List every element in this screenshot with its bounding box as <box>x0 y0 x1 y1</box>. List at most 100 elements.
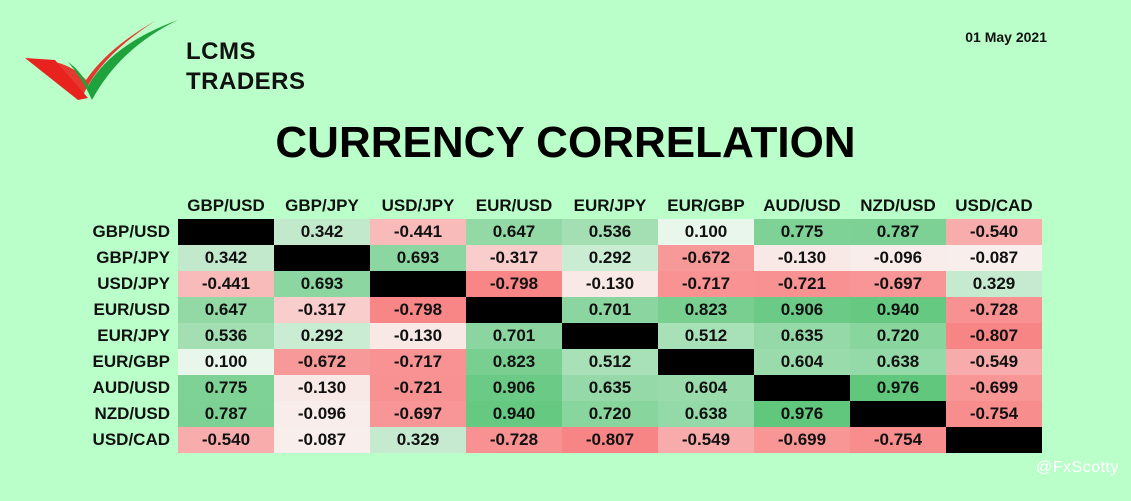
col-header-aud-usd: AUD/USD <box>763 196 841 215</box>
col-header-nzd-usd: NZD/USD <box>860 196 936 215</box>
row-header-usd-cad: USD/CAD <box>92 430 170 449</box>
diagonal-cell <box>946 427 1042 453</box>
heatmap-cell-gbp-usd-eur-jpy: 0.536 <box>562 219 658 245</box>
col-header-gbp-jpy: GBP/JPY <box>285 196 359 215</box>
diagonal-cell <box>370 271 466 297</box>
diagonal-cell <box>274 245 370 271</box>
col-header-usd-cad: USD/CAD <box>955 196 1033 215</box>
row-header-gbp-usd: GBP/USD <box>92 222 170 241</box>
heatmap-cell-eur-usd-nzd-usd: 0.940 <box>850 297 946 323</box>
heatmap-cell-gbp-jpy-eur-jpy: 0.292 <box>562 245 658 271</box>
heatmap-cell-nzd-usd-gbp-jpy: -0.096 <box>274 401 370 427</box>
heatmap-cell-aud-usd-usd-cad: -0.699 <box>946 375 1042 401</box>
heatmap-cell-nzd-usd-eur-gbp: 0.638 <box>658 401 754 427</box>
row-header-eur-gbp: EUR/GBP <box>92 352 170 371</box>
heatmap-cell-gbp-usd-nzd-usd: 0.787 <box>850 219 946 245</box>
heatmap-cell-gbp-usd-gbp-jpy: 0.342 <box>274 219 370 245</box>
row-header-usd-jpy: USD/JPY <box>97 274 170 293</box>
row-header-aud-usd: AUD/USD <box>92 378 170 397</box>
heatmap-cell-eur-gbp-eur-jpy: 0.512 <box>562 349 658 375</box>
col-header-eur-usd: EUR/USD <box>475 196 553 215</box>
heatmap-cell-usd-jpy-usd-cad: 0.329 <box>946 271 1042 297</box>
heatmap-cell-usd-cad-eur-jpy: -0.807 <box>562 427 658 453</box>
diagonal-cell <box>562 323 658 349</box>
chart-title: CURRENCY CORRELATION <box>275 118 856 167</box>
heatmap-cell-eur-jpy-usd-cad: -0.807 <box>946 323 1042 349</box>
row-header-eur-jpy: EUR/JPY <box>97 326 170 345</box>
heatmap-cell-eur-jpy-aud-usd: 0.635 <box>754 323 850 349</box>
row-header-nzd-usd: NZD/USD <box>94 404 170 423</box>
heatmap-cell-aud-usd-gbp-usd: 0.775 <box>178 375 274 401</box>
heatmap-cell-eur-gbp-aud-usd: 0.604 <box>754 349 850 375</box>
heatmap-cell-eur-jpy-usd-jpy: -0.130 <box>370 323 466 349</box>
heatmap-cell-usd-jpy-gbp-usd: -0.441 <box>178 271 274 297</box>
watermark-handle: FxScotty <box>1052 459 1119 476</box>
heatmap-cell-eur-jpy-eur-gbp: 0.512 <box>658 323 754 349</box>
heatmap-cell-nzd-usd-usd-jpy: -0.697 <box>370 401 466 427</box>
brand-logo: LCMS TRADERS <box>20 18 310 108</box>
diagonal-cell <box>850 401 946 427</box>
heatmap-cell-eur-jpy-eur-usd: 0.701 <box>466 323 562 349</box>
heatmap-cell-gbp-jpy-aud-usd: -0.130 <box>754 245 850 271</box>
heatmap-cell-gbp-jpy-eur-usd: -0.317 <box>466 245 562 271</box>
diagonal-cell <box>466 297 562 323</box>
heatmap-cell-aud-usd-eur-gbp: 0.604 <box>658 375 754 401</box>
heatmap-cell-aud-usd-gbp-jpy: -0.130 <box>274 375 370 401</box>
row-header-eur-usd: EUR/USD <box>93 300 170 319</box>
heatmap-cell-eur-jpy-gbp-usd: 0.536 <box>178 323 274 349</box>
heatmap-cell-usd-cad-eur-gbp: -0.549 <box>658 427 754 453</box>
heatmap-cell-usd-jpy-eur-usd: -0.798 <box>466 271 562 297</box>
heatmap-cell-eur-usd-gbp-jpy: -0.317 <box>274 297 370 323</box>
heatmap-cell-eur-gbp-usd-cad: -0.549 <box>946 349 1042 375</box>
col-header-gbp-usd: GBP/USD <box>187 196 265 215</box>
heatmap-cell-gbp-jpy-usd-cad: -0.087 <box>946 245 1042 271</box>
heatmap-cell-gbp-jpy-eur-gbp: -0.672 <box>658 245 754 271</box>
brand-name-line2: TRADERS <box>186 68 306 95</box>
heatmap-cell-aud-usd-nzd-usd: 0.976 <box>850 375 946 401</box>
heatmap-cell-gbp-usd-aud-usd: 0.775 <box>754 219 850 245</box>
heatmap-cell-gbp-jpy-gbp-usd: 0.342 <box>178 245 274 271</box>
diagonal-cell <box>178 219 274 245</box>
lcms-swoosh-logo-icon <box>25 20 178 100</box>
heatmap-cell-eur-usd-aud-usd: 0.906 <box>754 297 850 323</box>
col-header-eur-jpy: EUR/JPY <box>573 196 647 215</box>
heatmap-cell-aud-usd-eur-usd: 0.906 <box>466 375 562 401</box>
heatmap-cell-gbp-usd-eur-usd: 0.647 <box>466 219 562 245</box>
heatmap-cell-gbp-usd-eur-gbp: 0.100 <box>658 219 754 245</box>
heatmap-cell-eur-gbp-gbp-jpy: -0.672 <box>274 349 370 375</box>
col-header-usd-jpy: USD/JPY <box>381 196 455 215</box>
heatmap-cell-eur-usd-usd-cad: -0.728 <box>946 297 1042 323</box>
watermark: @FxScotty <box>1036 459 1119 477</box>
diagonal-cell <box>658 349 754 375</box>
heatmap-cell-aud-usd-usd-jpy: -0.721 <box>370 375 466 401</box>
heatmap-cell-usd-cad-nzd-usd: -0.754 <box>850 427 946 453</box>
heatmap-cell-usd-jpy-eur-gbp: -0.717 <box>658 271 754 297</box>
heatmap-cell-nzd-usd-eur-usd: 0.940 <box>466 401 562 427</box>
heatmap-cell-usd-cad-usd-jpy: 0.329 <box>370 427 466 453</box>
heatmap-cell-nzd-usd-usd-cad: -0.754 <box>946 401 1042 427</box>
heatmap-cell-usd-cad-aud-usd: -0.699 <box>754 427 850 453</box>
heatmap-cell-gbp-usd-usd-cad: -0.540 <box>946 219 1042 245</box>
heatmap-cell-nzd-usd-eur-jpy: 0.720 <box>562 401 658 427</box>
heatmap-cell-eur-usd-usd-jpy: -0.798 <box>370 297 466 323</box>
heatmap-cell-eur-jpy-nzd-usd: 0.720 <box>850 323 946 349</box>
heatmap-cell-nzd-usd-gbp-usd: 0.787 <box>178 401 274 427</box>
col-header-eur-gbp: EUR/GBP <box>667 196 745 215</box>
heatmap-cell-usd-cad-gbp-jpy: -0.087 <box>274 427 370 453</box>
heatmap-cell-eur-gbp-nzd-usd: 0.638 <box>850 349 946 375</box>
heatmap-cell-aud-usd-eur-jpy: 0.635 <box>562 375 658 401</box>
brand-name-line1: LCMS <box>186 38 256 65</box>
diagonal-cell <box>754 375 850 401</box>
heatmap-cell-eur-usd-eur-jpy: 0.701 <box>562 297 658 323</box>
heatmap-cell-gbp-usd-usd-jpy: -0.441 <box>370 219 466 245</box>
heatmap-cell-eur-usd-gbp-usd: 0.647 <box>178 297 274 323</box>
heatmap-cell-nzd-usd-aud-usd: 0.976 <box>754 401 850 427</box>
heatmap-cell-usd-jpy-gbp-jpy: 0.693 <box>274 271 370 297</box>
heatmap-cell-gbp-jpy-usd-jpy: 0.693 <box>370 245 466 271</box>
heatmap-cell-usd-jpy-aud-usd: -0.721 <box>754 271 850 297</box>
row-header-gbp-jpy: GBP/JPY <box>96 248 170 267</box>
heatmap-cell-eur-gbp-eur-usd: 0.823 <box>466 349 562 375</box>
heatmap-cell-usd-cad-gbp-usd: -0.540 <box>178 427 274 453</box>
heatmap-cell-gbp-jpy-nzd-usd: -0.096 <box>850 245 946 271</box>
